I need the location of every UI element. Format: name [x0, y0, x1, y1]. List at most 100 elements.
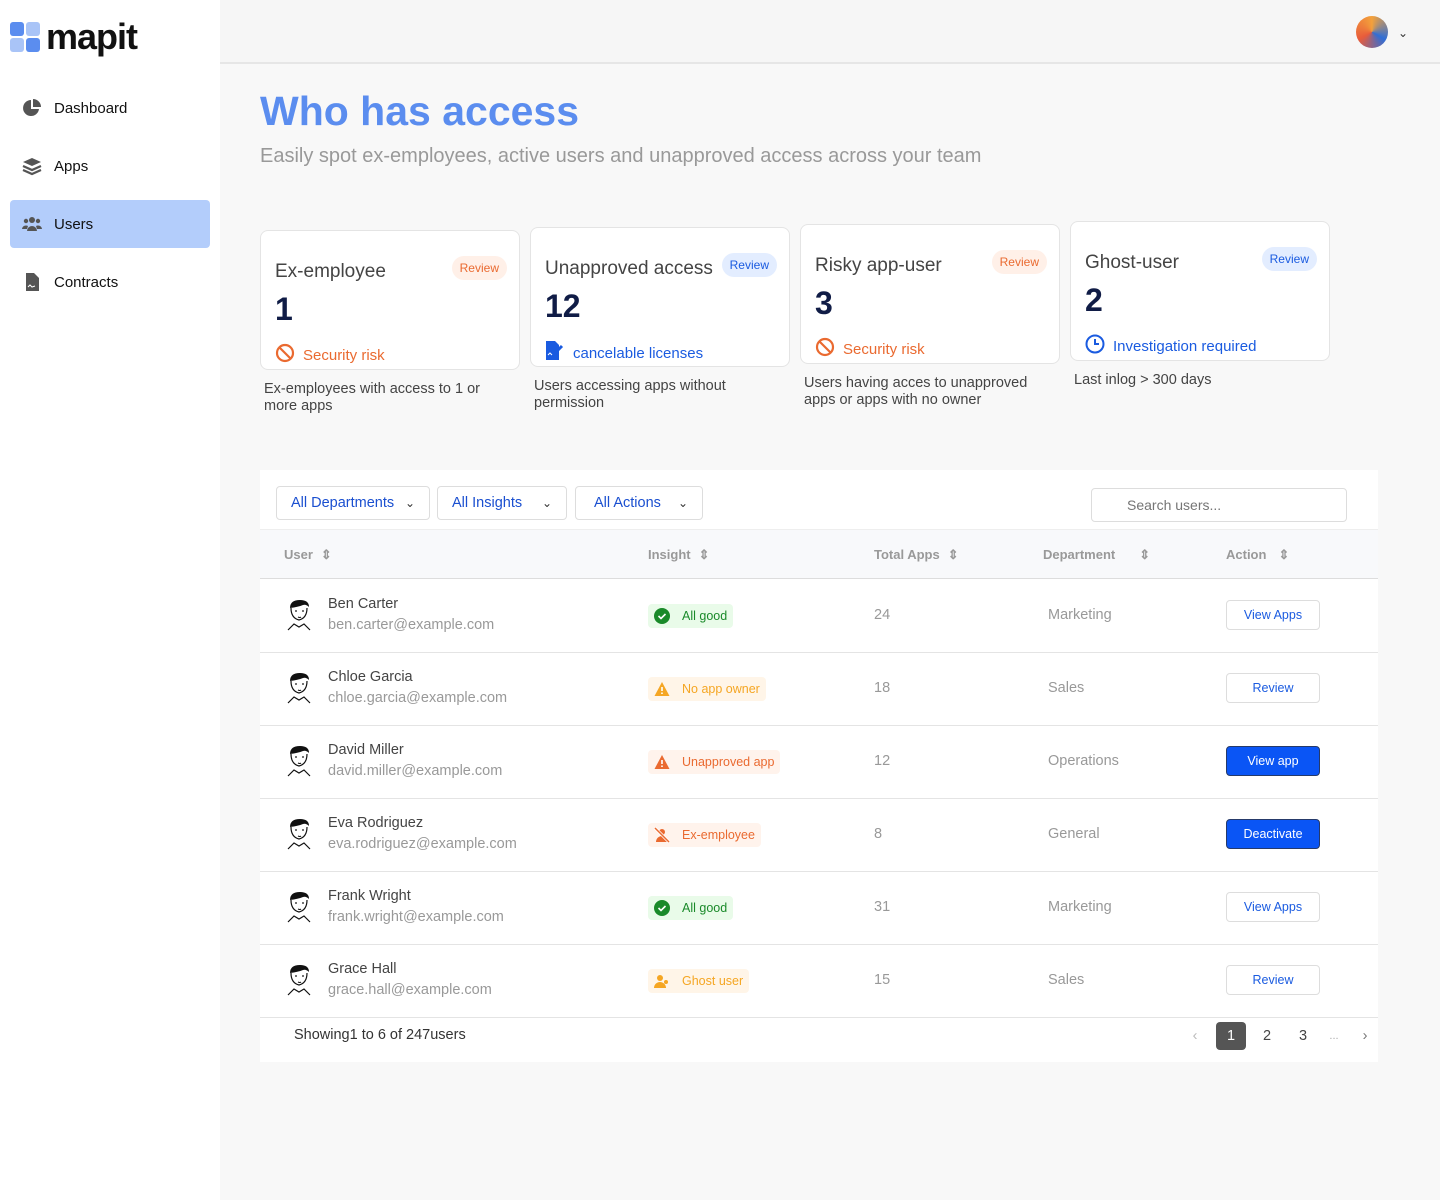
review-badge[interactable]: Review	[721, 253, 777, 277]
card-title: Ghost-user	[1085, 252, 1179, 273]
sidebar-item-label: Dashboard	[54, 99, 128, 117]
insight-card[interactable]: Unapproved access Review 12 cancelable l…	[530, 227, 790, 367]
column-total-apps[interactable]: Total Apps ⇕	[874, 547, 959, 562]
sidebar-item-label: Contracts	[54, 273, 119, 291]
top-bar: ⌄	[220, 0, 1440, 64]
ban-icon	[275, 343, 295, 367]
row-action-button[interactable]: Deactivate	[1226, 819, 1320, 849]
card-description: Users having acces to unapproved apps or…	[804, 375, 1028, 408]
total-apps: 12	[874, 753, 891, 769]
card-footer-text: cancelable licenses	[573, 344, 704, 362]
user-email: david.miller@example.com	[328, 763, 503, 779]
user-avatar[interactable]	[1356, 16, 1388, 48]
insight-card[interactable]: Ex-employee Review 1 Security risk	[260, 230, 520, 370]
pagination: ‹ 1 2 3 ... ›	[1180, 1022, 1386, 1050]
department: General	[1048, 826, 1100, 842]
insight-label: All good	[682, 901, 728, 915]
check-circle-icon	[654, 900, 670, 916]
page-1[interactable]: 1	[1216, 1022, 1246, 1050]
total-apps: 31	[874, 899, 891, 915]
warning-icon	[654, 754, 670, 770]
card-title: Ex-employee	[275, 261, 386, 282]
table-row: Frank Wright frank.wright@example.com Al…	[260, 872, 1378, 945]
card-description: Ex-employees with access to 1 or more ap…	[264, 381, 480, 414]
table-row: Grace Hall grace.hall@example.com Ghost …	[260, 945, 1378, 1018]
insight-label: Ghost user	[682, 974, 744, 988]
table-row: David Miller david.miller@example.com Un…	[260, 726, 1378, 799]
insight-badge: Ghost user	[648, 969, 750, 993]
card-description: Last inlog > 300 days	[1074, 372, 1212, 388]
filter-label: All Insights	[452, 495, 523, 511]
chevron-right-icon[interactable]: ›	[1362, 1028, 1368, 1044]
user-name: Ben Carter	[328, 596, 399, 612]
user-name: Chloe Garcia	[328, 669, 413, 685]
chevron-left-icon[interactable]: ‹	[1192, 1028, 1198, 1044]
logo-text: mapit	[46, 16, 138, 57]
row-action-button[interactable]: View Apps	[1226, 892, 1320, 922]
user-email: ben.carter@example.com	[328, 617, 495, 633]
card-footer: Security risk	[275, 343, 385, 367]
logo[interactable]: mapit	[10, 16, 138, 58]
review-badge[interactable]: Review	[1261, 247, 1317, 271]
search-input[interactable]	[1091, 488, 1347, 522]
user-email: eva.rodriguez@example.com	[328, 836, 517, 852]
insight-card[interactable]: Ghost-user Review 2 Investigation requir…	[1070, 221, 1330, 361]
page-subtitle: Easily spot ex-employees, active users a…	[260, 145, 982, 167]
department: Marketing	[1048, 607, 1112, 623]
department: Sales	[1048, 972, 1085, 988]
insight-card[interactable]: Risky app-user Review 3 Security risk	[800, 224, 1060, 364]
card-title: Risky app-user	[815, 255, 942, 276]
page-3[interactable]: 3	[1298, 1028, 1308, 1044]
layers-icon	[22, 158, 42, 176]
insight-filter[interactable]: All Insights ⌄	[437, 486, 567, 520]
avatar	[287, 892, 311, 923]
sidebar-item-apps[interactable]: Apps	[10, 142, 210, 190]
insight-label: Unapproved app	[682, 755, 775, 769]
card-footer-text: Security risk	[843, 340, 925, 358]
page-2[interactable]: 2	[1262, 1028, 1272, 1044]
column-insight[interactable]: Insight ⇕	[648, 547, 710, 562]
department-filter[interactable]: All Departments ⌄	[276, 486, 430, 520]
card-footer: Investigation required	[1085, 334, 1256, 358]
total-apps: 18	[874, 680, 891, 696]
department: Marketing	[1048, 899, 1112, 915]
column-action[interactable]: Action ⇕	[1226, 547, 1290, 562]
row-action-button[interactable]: Review	[1226, 965, 1320, 995]
pie-chart-icon	[23, 99, 41, 116]
insight-badge: Ex-employee	[648, 823, 761, 847]
card-count: 2	[1085, 282, 1103, 318]
insight-badge: All good	[648, 604, 734, 628]
users-icon	[22, 217, 42, 231]
total-apps: 8	[874, 826, 883, 842]
card-count: 1	[275, 291, 293, 327]
column-user[interactable]: User ⇕	[284, 547, 332, 562]
row-action-button[interactable]: Review	[1226, 673, 1320, 703]
card-count: 12	[545, 288, 581, 324]
action-filter[interactable]: All Actions ⌄	[575, 486, 703, 520]
card-footer: cancelable licenses	[545, 340, 703, 366]
review-badge[interactable]: Review	[451, 256, 507, 280]
avatar	[287, 746, 311, 777]
sidebar-item-users[interactable]: Users	[10, 200, 210, 248]
user-email: chloe.garcia@example.com	[328, 690, 508, 706]
pagination-ellipsis: ...	[1329, 1030, 1339, 1042]
sort-icon: ⇕	[1139, 547, 1151, 562]
review-badge[interactable]: Review	[991, 250, 1047, 274]
insight-badge: All good	[648, 896, 734, 920]
insight-label: All good	[682, 609, 728, 623]
insight-label: Ex-employee	[682, 828, 755, 842]
sidebar-item-dashboard[interactable]: Dashboard	[10, 84, 210, 132]
user-name: David Miller	[328, 742, 404, 758]
row-action-button[interactable]: View app	[1226, 746, 1320, 776]
sidebar: mapit Dashboard Apps Users Contracts	[0, 0, 220, 1200]
row-action-button[interactable]: View Apps	[1226, 600, 1320, 630]
column-department[interactable]: Department ⇕	[1043, 547, 1151, 562]
user-name: Frank Wright	[328, 888, 411, 904]
chevron-down-icon[interactable]: ⌄	[1397, 26, 1408, 40]
total-apps: 24	[874, 607, 891, 623]
sidebar-item-contracts[interactable]: Contracts	[10, 258, 210, 306]
user-email: grace.hall@example.com	[328, 982, 492, 998]
sort-icon: ⇕	[947, 547, 959, 562]
user-off-icon	[654, 827, 670, 843]
card-footer-text: Security risk	[303, 346, 385, 364]
